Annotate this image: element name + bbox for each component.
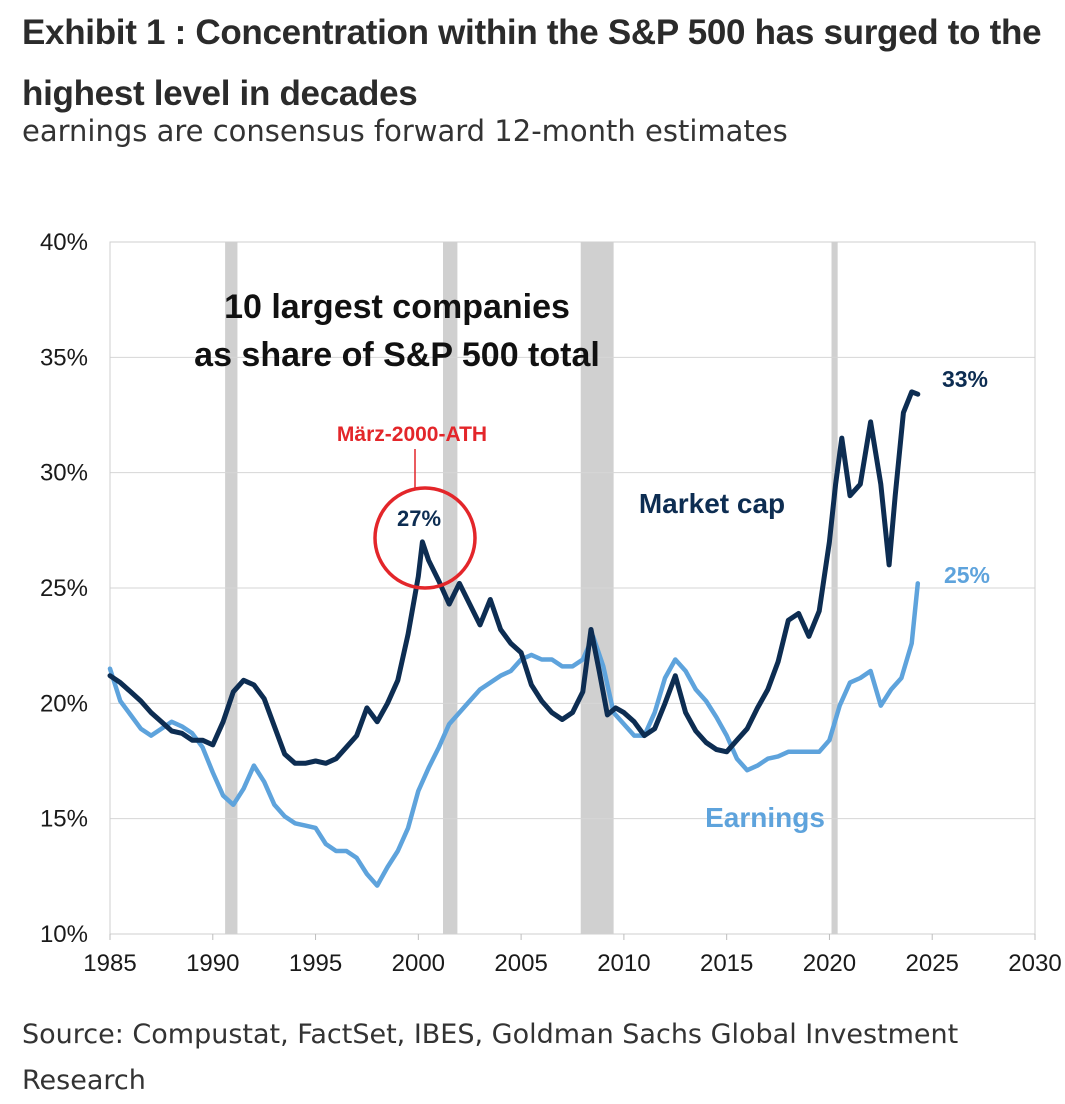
earnings-end-label: 25% (944, 562, 990, 588)
y-tick-label: 15% (40, 806, 88, 833)
x-tick-label: 2015 (700, 950, 753, 977)
ath-annotation-text: März-2000-ATH (337, 423, 487, 446)
x-tick-label: 1985 (83, 950, 136, 977)
x-tick-label: 2025 (906, 950, 959, 977)
source-note: Source: Compustat, FactSet, IBES, Goldma… (22, 1019, 959, 1096)
y-tick-label: 20% (40, 690, 88, 717)
y-tick-label: 35% (40, 344, 88, 371)
ath-annotation-circle (373, 486, 477, 590)
y-tick-label: 30% (40, 460, 88, 487)
x-tick-label: 2000 (392, 950, 445, 977)
y-tick-label: 10% (40, 921, 88, 948)
chart-title-line-2: as share of S&P 500 total (194, 336, 600, 374)
ath-peak-value-label: 27% (397, 506, 441, 531)
chart-labels: 10 largest companies as share of S&P 500… (194, 288, 990, 833)
earnings-label: Earnings (705, 802, 825, 833)
x-tick-label: 2005 (494, 950, 547, 977)
market-cap-label: Market cap (639, 488, 785, 519)
plot-frame (109, 241, 1036, 935)
x-tick-label: 1995 (289, 950, 342, 977)
x-tick-label: 2010 (597, 950, 650, 977)
page-subtitle: earnings are consensus forward 12-month … (22, 114, 788, 148)
x-tick-label: 2030 (1008, 950, 1061, 977)
market-cap-end-label: 33% (942, 366, 988, 392)
market-cap-line (107, 389, 921, 766)
x-tick-label: 2020 (803, 950, 856, 977)
page-title: Exhibit 1 : Concentration within the S&P… (22, 13, 1042, 113)
y-tick-label: 25% (40, 575, 88, 602)
chart-title-line-1: 10 largest companies (224, 288, 570, 326)
series-lines (107, 389, 921, 888)
chart: 10% 15% 20% 25% 30% 35% 40% 1985 1990 1995 2000 200… (40, 229, 1062, 977)
x-tick-label: 1990 (186, 950, 239, 977)
y-tick-label: 40% (40, 229, 88, 256)
axes: 10% 15% 20% 25% 30% 35% 40% 1985 1990 1995 2000 200… (40, 229, 1062, 977)
earnings-line (107, 581, 921, 888)
